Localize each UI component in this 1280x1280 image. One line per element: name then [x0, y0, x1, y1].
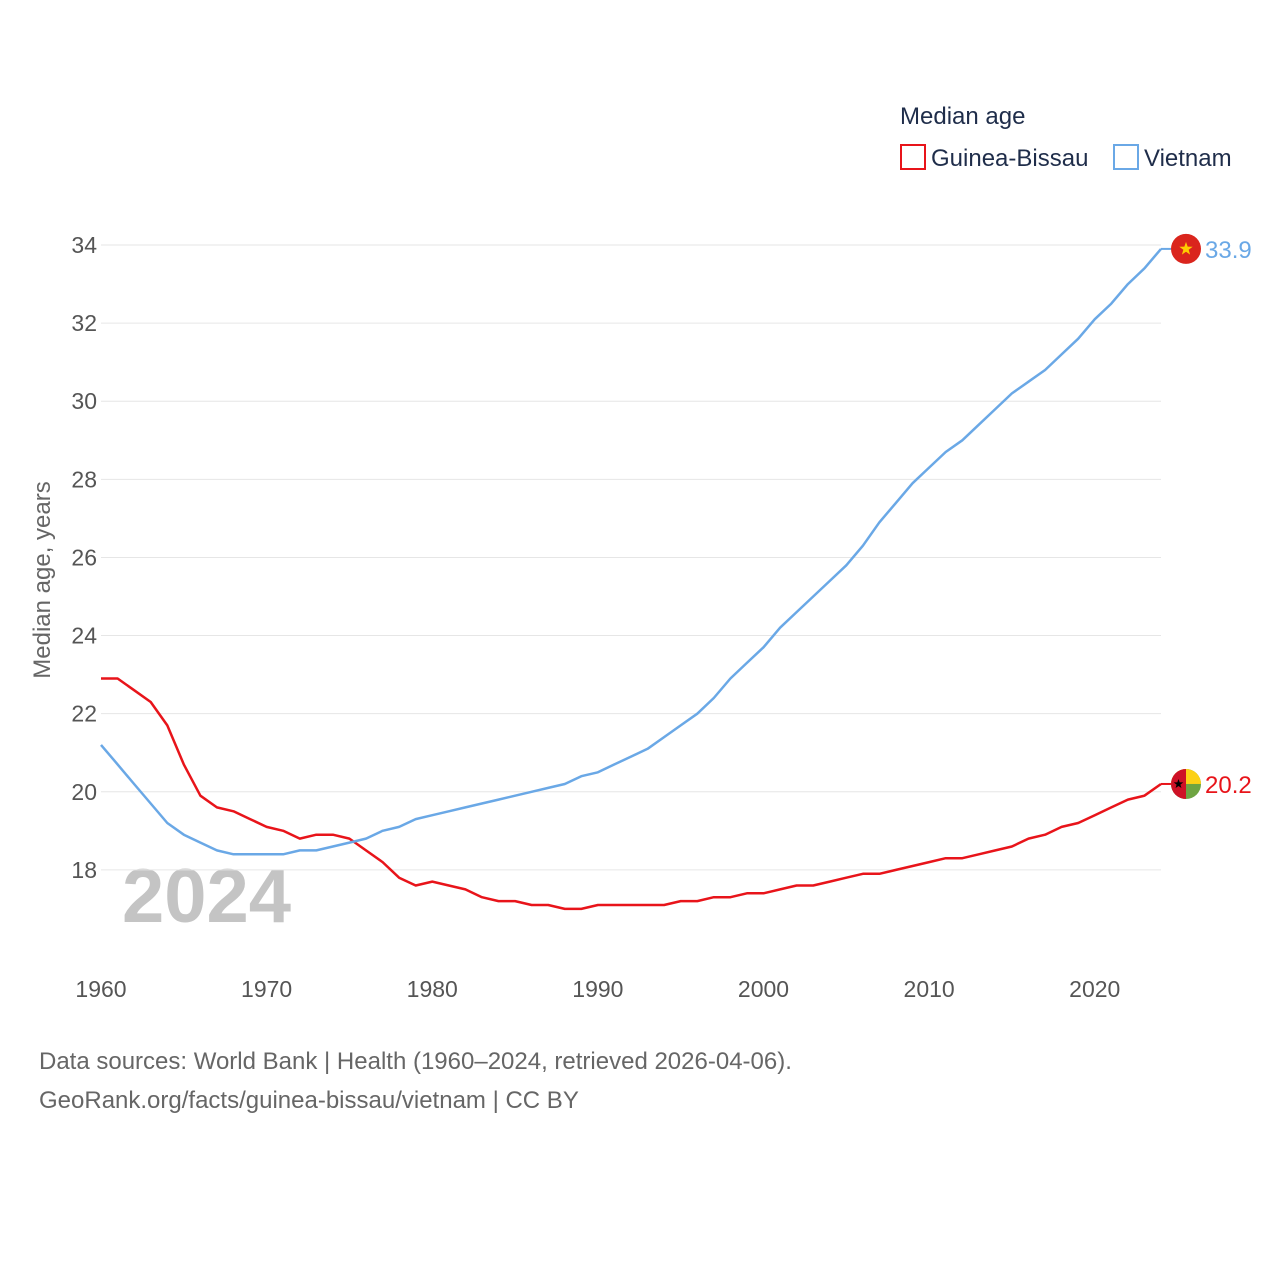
end-value-label-vietnam: 33.9 — [1205, 237, 1252, 264]
x-tick-2010: 2010 — [904, 976, 955, 1002]
series-line-guinea-bissau — [101, 677, 1162, 911]
legend-swatch-vietnam — [1113, 144, 1139, 170]
series-lines — [100, 248, 1162, 911]
x-tick-2020: 2020 — [1069, 976, 1120, 1002]
flag-guinea-bissau-icon — [1171, 768, 1201, 799]
x-tick-1960: 1960 — [75, 976, 126, 1002]
legend-title: Median age — [900, 103, 1025, 130]
x-tick-2000: 2000 — [738, 976, 789, 1002]
legend-item-guinea-bissau[interactable]: Guinea-Bissau — [900, 144, 1088, 172]
x-tick-1980: 1980 — [407, 976, 458, 1002]
series-line-vietnam — [100, 248, 1162, 856]
end-value-label-guinea-bissau: 20.2 — [1205, 772, 1252, 799]
year-watermark: 2024 — [122, 854, 291, 939]
x-tick-labels: 1960 1970 1980 1990 2000 2010 2020 — [75, 976, 1120, 1002]
y-tick-32: 32 — [71, 310, 97, 336]
y-tick-20: 20 — [71, 779, 97, 805]
source-line-2[interactable]: GeoRank.org/facts/guinea-bissau/vietnam … — [39, 1087, 579, 1114]
legend-label-vietnam: Vietnam — [1144, 145, 1232, 172]
y-tick-labels: 18 20 22 24 26 28 30 32 34 — [71, 232, 97, 883]
x-tick-1970: 1970 — [241, 976, 292, 1002]
grid-lines — [101, 244, 1161, 871]
y-tick-28: 28 — [71, 466, 97, 492]
legend-item-vietnam[interactable]: Vietnam — [1113, 144, 1232, 172]
y-tick-34: 34 — [71, 232, 97, 258]
y-axis-label: Median age, years — [29, 481, 56, 678]
y-tick-26: 26 — [71, 544, 97, 570]
y-tick-30: 30 — [71, 388, 97, 414]
x-tick-1990: 1990 — [572, 976, 623, 1002]
legend-swatch-guinea-bissau — [900, 144, 926, 170]
y-tick-24: 24 — [71, 623, 97, 649]
source-line-1: Data sources: World Bank | Health (1960–… — [39, 1048, 792, 1075]
legend-label-guinea-bissau: Guinea-Bissau — [931, 145, 1088, 172]
y-tick-18: 18 — [71, 857, 97, 883]
end-markers: 20.2 33.9 — [1161, 233, 1252, 799]
y-tick-22: 22 — [71, 701, 97, 727]
flag-vietnam-icon — [1171, 233, 1201, 264]
